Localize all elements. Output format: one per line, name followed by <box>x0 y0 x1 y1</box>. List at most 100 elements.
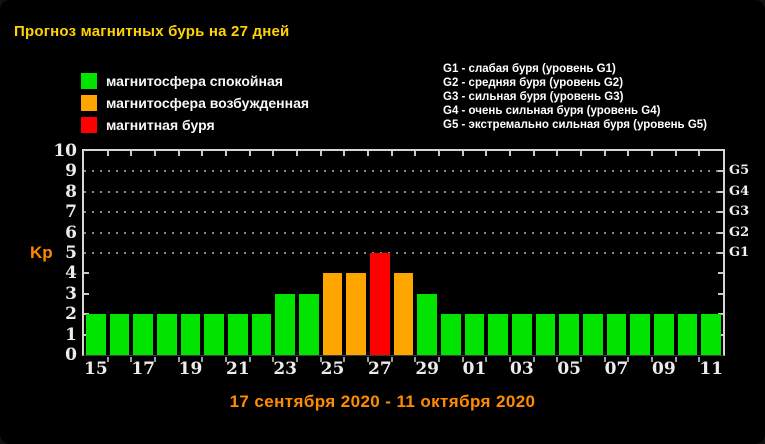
gridline-kp5 <box>84 252 723 254</box>
right-axis-label-G3: G3 <box>729 204 750 220</box>
top-tick <box>154 151 156 156</box>
top-tick <box>343 151 346 156</box>
top-tick <box>461 151 464 156</box>
right-tick-kp9 <box>718 170 723 173</box>
bottom-tick <box>698 357 701 362</box>
bottom-tick <box>154 357 156 362</box>
top-tick <box>106 151 109 156</box>
top-tick <box>603 151 606 156</box>
legend-swatch-excited <box>81 95 97 111</box>
x-tick-label-11: 11 <box>699 359 723 379</box>
bar-day-23 <box>275 293 295 355</box>
bar-day-26 <box>346 273 366 355</box>
bottom-tick <box>603 357 606 362</box>
y-axis: 0 1 2 3 4 5 6 7 8 9 10 <box>0 141 79 365</box>
x-tick-label-09: 09 <box>651 359 676 379</box>
legend-item-calm: магнитосфера спокойная <box>81 73 309 89</box>
storm-level-line-g1: G1 - слабая буря (уровень G1) <box>443 63 616 75</box>
left-tick-kp2 <box>84 313 89 316</box>
x-tick-label-25: 25 <box>320 359 345 379</box>
bar-day-02 <box>488 314 508 355</box>
left-tick-kp4 <box>84 272 89 275</box>
legend-label-storm: магнитная буря <box>106 117 215 133</box>
bar-day-08 <box>630 314 650 355</box>
bar-day-16 <box>109 314 130 355</box>
y-tick-label-6: 6 <box>65 222 77 243</box>
legend-label-calm: магнитосфера спокойная <box>106 73 283 89</box>
gridline-kp6 <box>84 231 723 234</box>
x-tick-label-19: 19 <box>178 359 203 379</box>
bottom-tick <box>485 357 488 362</box>
bottom-tick <box>296 357 298 362</box>
right-axis-label-G2: G2 <box>729 224 750 240</box>
top-tick <box>272 151 275 156</box>
top-tick <box>438 151 440 156</box>
y-tick-label-10: 10 <box>53 141 77 161</box>
top-tick <box>509 151 511 156</box>
bottom-tick <box>627 357 630 362</box>
bar-day-04 <box>535 314 556 355</box>
top-tick <box>177 151 180 156</box>
storm-level-line-g4: G4 - очень сильная буря (уровень G4) <box>443 105 661 117</box>
bottom-tick <box>390 357 393 362</box>
bar-day-25 <box>322 273 343 355</box>
bar-day-29 <box>417 293 437 355</box>
top-tick <box>201 151 204 156</box>
bar-day-05 <box>559 314 579 355</box>
bar-day-10 <box>677 314 698 355</box>
y-tick-label-0: 0 <box>65 345 77 365</box>
plot-area <box>82 149 725 362</box>
top-tick <box>485 151 488 156</box>
bar-day-06 <box>583 314 603 355</box>
right-tick-kp8 <box>718 190 723 193</box>
bottom-tick <box>580 357 582 362</box>
top-tick <box>319 151 322 156</box>
bottom-tick <box>201 357 204 362</box>
bottom-tick <box>343 357 346 362</box>
bottom-tick <box>674 357 677 362</box>
bottom-tick <box>651 357 653 362</box>
legend-label-excited: магнитосфера возбужденная <box>106 95 310 111</box>
y-tick-label-7: 7 <box>65 202 77 223</box>
top-tick <box>532 151 535 156</box>
bottom-tick <box>414 357 417 362</box>
x-tick-label-17: 17 <box>131 359 155 379</box>
bottom-tick <box>225 357 227 362</box>
right-axis-label-G1: G1 <box>729 245 750 260</box>
x-tick-label-29: 29 <box>415 359 439 379</box>
storm-level-line-g2: G2 - средняя буря (уровень G2) <box>443 77 624 89</box>
bar-day-30 <box>441 314 461 355</box>
bottom-tick <box>556 357 559 362</box>
top-tick <box>627 151 630 156</box>
bar-day-01 <box>464 314 485 355</box>
bar-day-11 <box>701 314 721 355</box>
bottom-tick <box>177 357 180 362</box>
chart-title: Прогноз магнитных бурь на 27 дней <box>14 23 290 40</box>
gridline-kp8 <box>84 190 723 193</box>
storm-level-line-g3: G3 - сильная буря (уровень G3) <box>443 91 624 103</box>
top-tick <box>414 151 417 156</box>
top-tick <box>248 151 251 156</box>
storm-levels-legend: G1 - слабая буря (уровень G1) G2 - средня… <box>443 62 707 132</box>
top-tick <box>556 151 559 156</box>
y-tick-label-4: 4 <box>65 263 77 284</box>
bottom-tick <box>248 357 251 362</box>
bottom-tick <box>319 357 322 362</box>
right-axis-label-G5: G5 <box>729 163 750 179</box>
top-tick <box>390 151 393 156</box>
top-tick <box>698 151 701 156</box>
legend-item-storm: магнитная буря <box>81 117 309 133</box>
right-tick-kp3 <box>718 292 723 295</box>
bar-day-19 <box>180 314 201 355</box>
gridline-kp9 <box>84 170 723 173</box>
bottom-tick <box>438 357 440 362</box>
bar-day-15 <box>86 314 106 355</box>
right-tick-kp6 <box>718 231 723 234</box>
x-tick-label-07: 07 <box>604 359 629 379</box>
left-tick-kp3 <box>84 292 89 295</box>
y-tick-label-9: 9 <box>65 161 77 182</box>
top-tick <box>367 151 369 156</box>
top-tick <box>296 151 298 156</box>
right-tick-kp7 <box>718 211 723 214</box>
